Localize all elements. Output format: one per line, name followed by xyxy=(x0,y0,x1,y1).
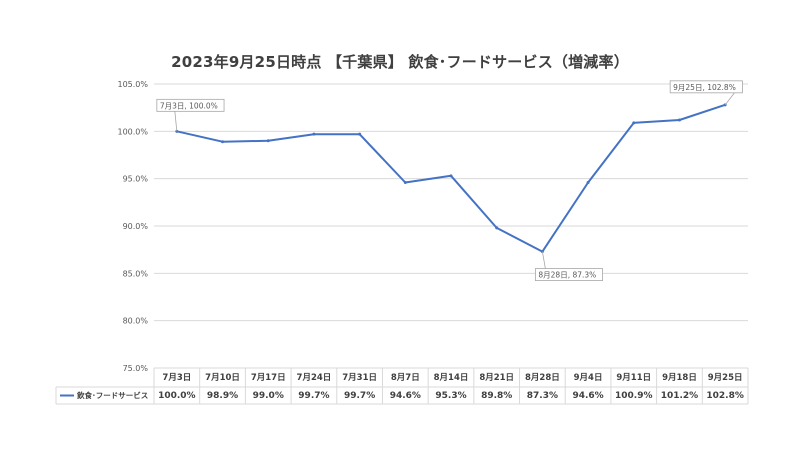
x-tick-label: 9月25日 xyxy=(708,373,743,383)
data-table-value: 89.8% xyxy=(481,391,512,401)
data-table-value: 101.2% xyxy=(661,391,699,401)
data-table-value: 99.0% xyxy=(253,391,284,401)
data-table-value: 94.6% xyxy=(572,391,603,401)
data-point xyxy=(403,180,407,184)
callout-label: 8月28日, 87.3% xyxy=(538,271,596,280)
data-point xyxy=(358,132,362,136)
y-tick-label: 75.0% xyxy=(123,364,149,373)
data-table-value: 99.7% xyxy=(344,391,375,401)
x-tick-label: 8月7日 xyxy=(391,373,420,383)
data-point xyxy=(449,174,453,178)
y-tick-label: 80.0% xyxy=(123,317,149,326)
callout-label: 9月25日, 102.8% xyxy=(673,83,736,92)
data-table-value: 102.8% xyxy=(706,391,744,401)
data-point xyxy=(586,180,590,184)
chart-title: 2023年9月25日時点 【千葉県】 飲食･フードサービス（増減率） xyxy=(171,53,629,71)
callout-box xyxy=(669,80,743,94)
data-point xyxy=(632,121,636,125)
x-tick-label: 7月17日 xyxy=(251,373,286,383)
legend-label: 飲食･フードサービス xyxy=(76,390,148,400)
data-point xyxy=(677,118,681,122)
callout-leader xyxy=(174,111,178,132)
callout-leader xyxy=(724,92,735,106)
y-tick-label: 100.0% xyxy=(117,127,148,136)
x-tick-label: 9月18日 xyxy=(662,373,697,383)
data-point xyxy=(312,132,316,136)
x-tick-label: 8月21日 xyxy=(479,373,514,383)
y-tick-label: 95.0% xyxy=(123,175,149,184)
data-point xyxy=(495,226,499,230)
x-tick-label: 7月31日 xyxy=(342,373,377,383)
x-tick-label: 7月3日 xyxy=(162,373,191,383)
x-tick-label: 7月10日 xyxy=(205,373,240,383)
x-tick-label: 9月11日 xyxy=(616,373,651,383)
x-tick-label: 9月4日 xyxy=(574,373,603,383)
x-tick-label: 8月28日 xyxy=(525,373,560,383)
data-table-value: 98.9% xyxy=(207,391,238,401)
callout-label: 7月3日, 100.0% xyxy=(160,101,218,110)
data-table-value: 100.0% xyxy=(158,391,196,401)
callout-box xyxy=(156,98,225,112)
data-table-value: 94.6% xyxy=(390,391,421,401)
y-tick-label: 85.0% xyxy=(123,269,149,278)
x-tick-label: 8月14日 xyxy=(434,373,469,383)
data-table-value: 87.3% xyxy=(527,391,558,401)
data-point xyxy=(221,140,225,144)
y-tick-label: 105.0% xyxy=(117,80,148,89)
callout-box xyxy=(534,268,603,281)
x-tick-label: 7月24日 xyxy=(297,373,332,383)
data-table-value: 95.3% xyxy=(435,391,466,401)
callout-leader xyxy=(541,251,546,269)
data-point xyxy=(266,139,270,143)
y-tick-label: 90.0% xyxy=(123,222,149,231)
data-table-value: 99.7% xyxy=(298,391,329,401)
data-table-value: 100.9% xyxy=(615,391,653,401)
